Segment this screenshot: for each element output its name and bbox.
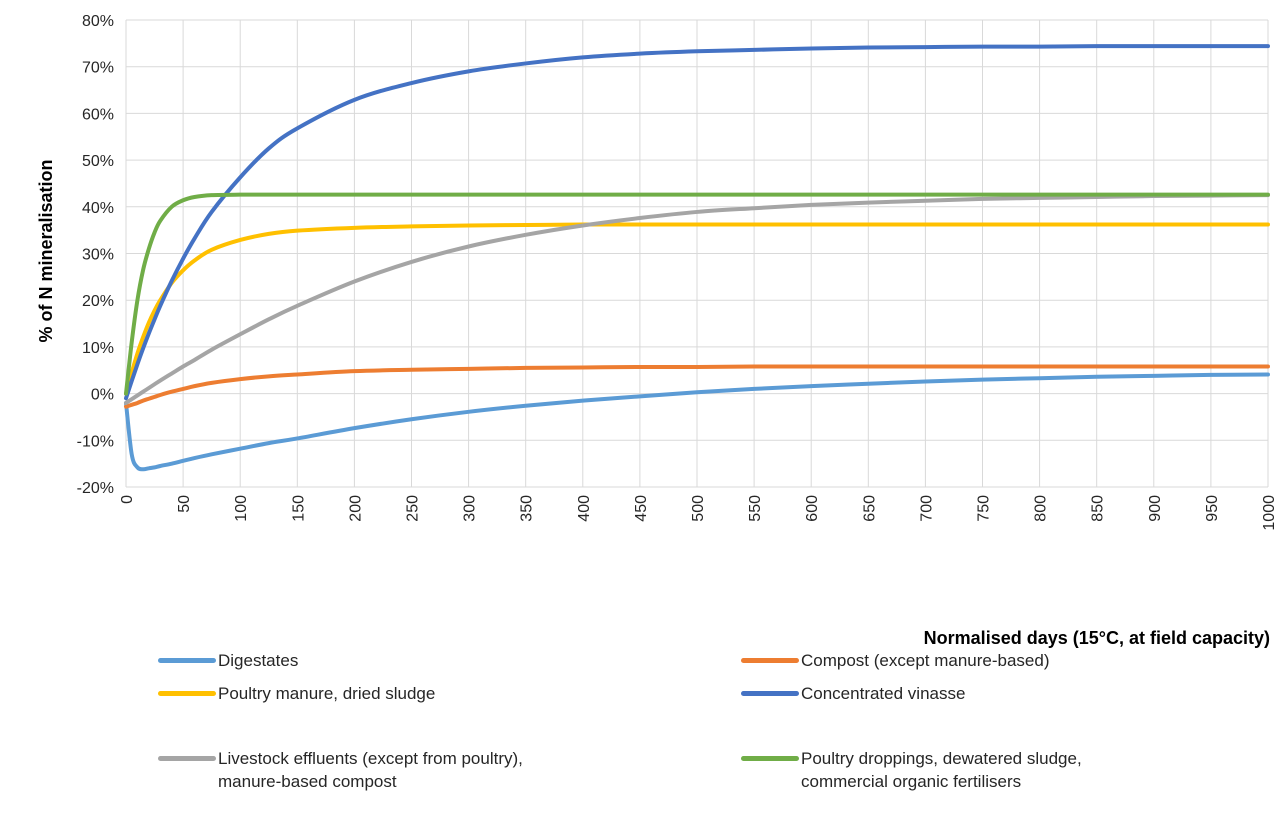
legend-label: Livestock effluents (except from poultry… [218, 749, 523, 791]
legend-item: Digestates [158, 649, 298, 672]
series-line-2 [124, 222, 1270, 396]
x-tick-label: 700 [918, 495, 935, 522]
series-line-0 [124, 372, 1270, 472]
x-tick-label: 100 [233, 495, 250, 522]
legend-label: Poultry droppings, dewatered sludge, com… [801, 749, 1082, 791]
legend-swatch [741, 691, 799, 696]
y-tick-label: 80% [82, 13, 114, 30]
legend-swatch [158, 756, 216, 761]
y-tick-label: 30% [82, 247, 114, 264]
y-tick-label: 20% [82, 293, 114, 310]
x-tick-label: 1000 [1261, 495, 1278, 531]
y-axis-ticks: 80% 70% 60% 50% 40% 30% 20% 10% 0% -10% -20% [77, 13, 114, 497]
legend-swatch [741, 756, 799, 761]
y-tick-label: 40% [82, 200, 114, 217]
y-tick-label: 50% [82, 153, 114, 170]
legend-item: Concentrated vinasse [741, 682, 965, 705]
legend-item: Compost (except manure-based) [741, 649, 1050, 672]
legend-item: Livestock effluents (except from poultry… [158, 747, 523, 793]
x-tick-label: 600 [804, 495, 821, 522]
y-axis-title: % of N mineralisation [36, 159, 56, 342]
x-tick-label: 400 [576, 495, 593, 522]
gridlines [125, 19, 1269, 488]
legend-swatch [741, 658, 799, 663]
x-tick-label: 0 [119, 495, 136, 504]
y-tick-label: 70% [82, 60, 114, 77]
legend-label: Concentrated vinasse [801, 684, 966, 703]
x-tick-label: 550 [747, 495, 764, 522]
legend-swatch [158, 658, 216, 663]
legend-swatch [158, 691, 216, 696]
legend-item: Poultry droppings, dewatered sludge, com… [741, 747, 1082, 793]
x-tick-label: 800 [1033, 495, 1050, 522]
x-tick-label: 650 [861, 495, 878, 522]
x-tick-label: 200 [347, 495, 364, 522]
x-tick-label: 950 [1204, 495, 1221, 522]
x-tick-label: 150 [290, 495, 307, 522]
legend-label: Poultry manure, dried sludge [218, 684, 436, 703]
x-tick-label: 50 [176, 495, 193, 513]
x-tick-label: 500 [690, 495, 707, 522]
series-line-1 [124, 364, 1270, 409]
series-line-4 [124, 193, 1270, 405]
series-line-3 [124, 44, 1270, 401]
x-tick-label: 900 [1147, 495, 1164, 522]
legend-label: Digestates [218, 651, 299, 670]
x-tick-label: 300 [462, 495, 479, 522]
x-axis-title: Normalised days (15°C, at field capacity… [924, 628, 1270, 648]
x-tick-label: 750 [976, 495, 993, 522]
x-tick-label: 350 [519, 495, 536, 522]
x-axis-ticks: 0 50 100 150 200 250 300 350 400 450 500 550 600 650 7… [119, 495, 1278, 531]
y-tick-label: -10% [77, 433, 114, 450]
y-tick-label: 0% [91, 387, 114, 404]
legend-label: Compost (except manure-based) [801, 651, 1050, 670]
legend-item: Poultry manure, dried sludge [158, 682, 435, 705]
series-line-5 [124, 192, 1270, 396]
x-tick-label: 250 [405, 495, 422, 522]
y-tick-label: 60% [82, 106, 114, 123]
y-tick-label: 10% [82, 340, 114, 357]
series-lines [124, 44, 1270, 472]
y-tick-label: -20% [77, 480, 114, 497]
x-tick-label: 450 [633, 495, 650, 522]
x-tick-label: 850 [1090, 495, 1107, 522]
